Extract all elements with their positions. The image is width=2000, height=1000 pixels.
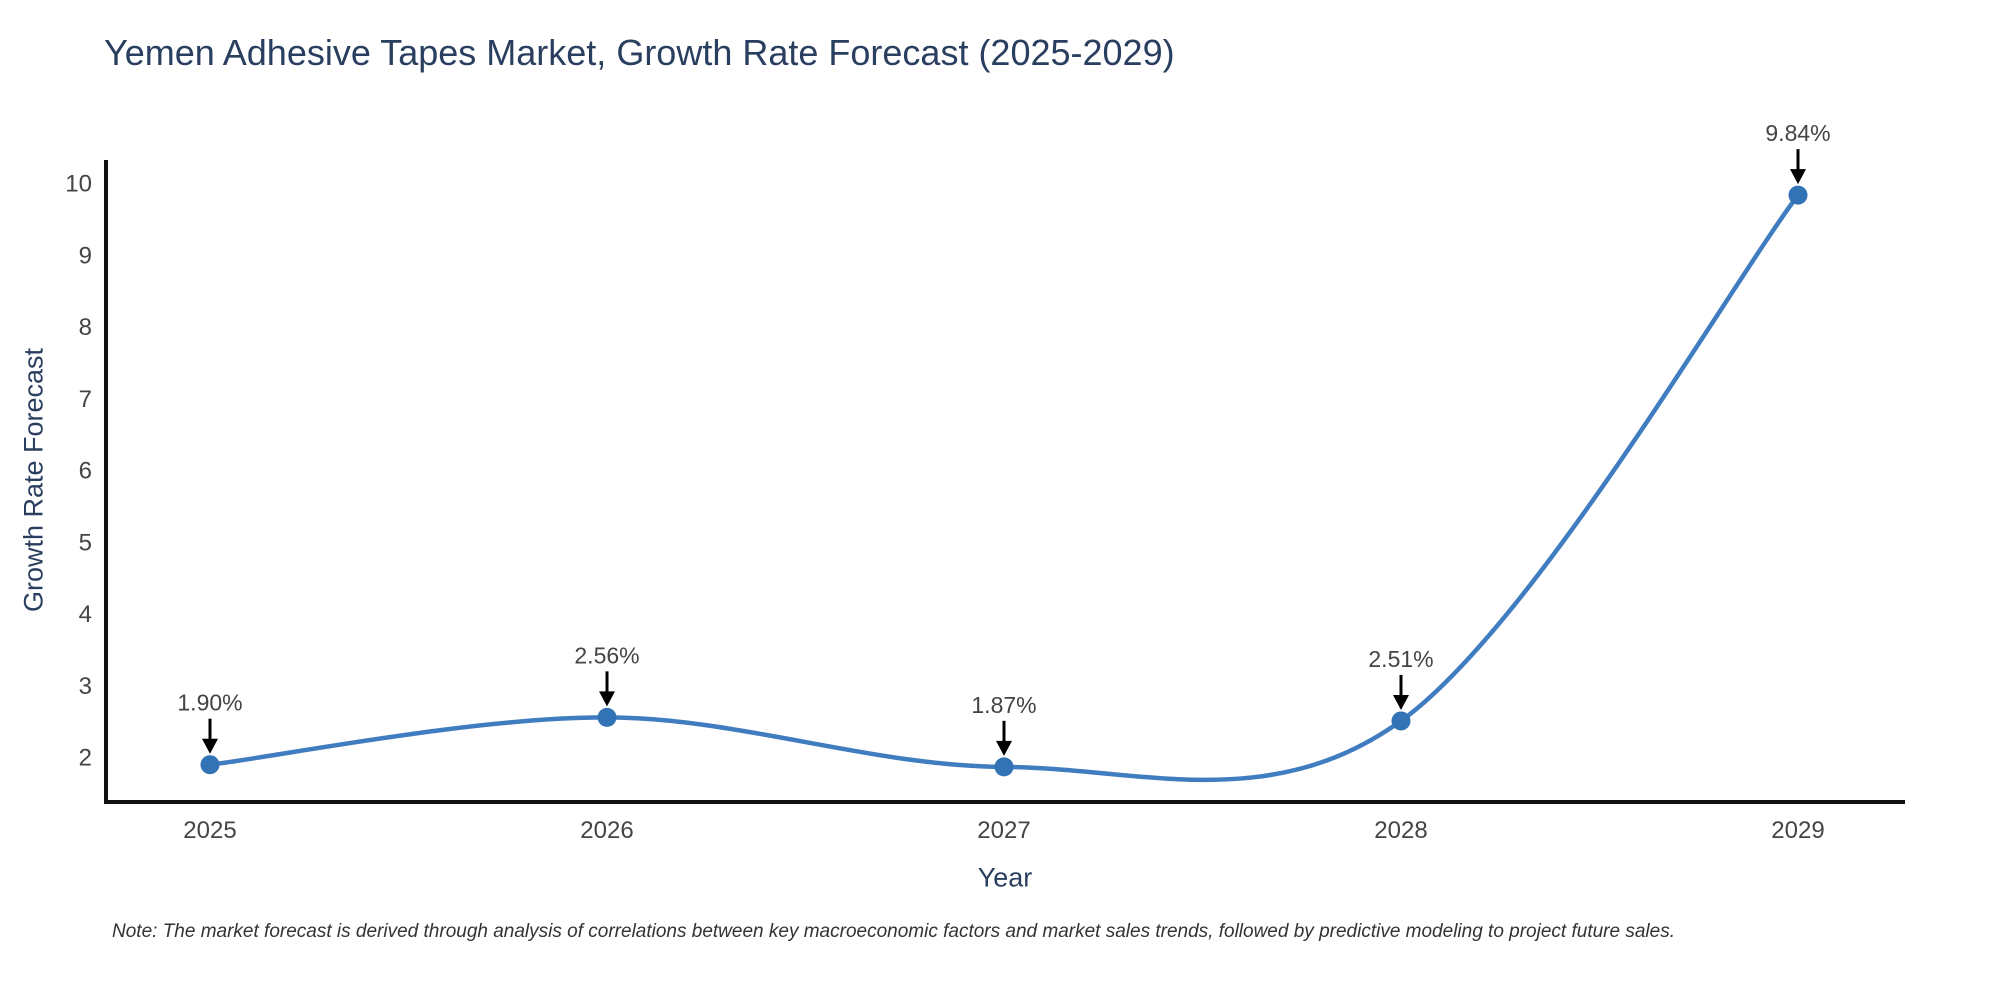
x-tick-label: 2029 — [1771, 817, 1824, 844]
annotation-label: 9.84% — [1765, 120, 1830, 146]
data-point-marker[interactable] — [1391, 711, 1411, 731]
x-axis-title: Year — [977, 862, 1033, 893]
annotation-arrowhead-icon — [996, 740, 1012, 756]
y-tick-label: 10 — [65, 171, 92, 198]
chart-title: Yemen Adhesive Tapes Market, Growth Rate… — [104, 32, 1175, 73]
annotation-label: 2.56% — [574, 642, 639, 668]
x-tick-label: 2025 — [183, 817, 236, 844]
annotation-arrowhead-icon — [599, 691, 615, 707]
data-point-marker[interactable] — [200, 755, 220, 775]
y-tick-label: 6 — [79, 458, 92, 485]
y-tick-label: 8 — [79, 314, 92, 341]
y-tick-label: 7 — [79, 386, 92, 413]
data-point-marker[interactable] — [597, 707, 617, 727]
annotation-arrowhead-icon — [1790, 169, 1806, 185]
y-tick-label: 5 — [79, 529, 92, 556]
series-line — [207, 192, 1801, 783]
annotation-label: 2.51% — [1368, 646, 1433, 672]
annotation-label: 1.90% — [177, 690, 242, 716]
data-point-marker[interactable] — [994, 757, 1014, 777]
annotation-arrowhead-icon — [202, 738, 218, 754]
y-tick-label: 3 — [79, 673, 92, 700]
x-tick-label: 2027 — [977, 817, 1030, 844]
y-tick-label: 4 — [79, 601, 92, 628]
x-tick-label: 2026 — [580, 817, 633, 844]
annotation-arrowhead-icon — [1393, 694, 1409, 710]
data-point-marker[interactable] — [1788, 185, 1808, 205]
annotation-label: 1.87% — [971, 692, 1036, 718]
y-tick-label: 9 — [79, 242, 92, 269]
x-tick-label: 2028 — [1374, 817, 1427, 844]
y-tick-label: 2 — [79, 745, 92, 772]
footnote: Note: The market forecast is derived thr… — [112, 921, 1675, 942]
